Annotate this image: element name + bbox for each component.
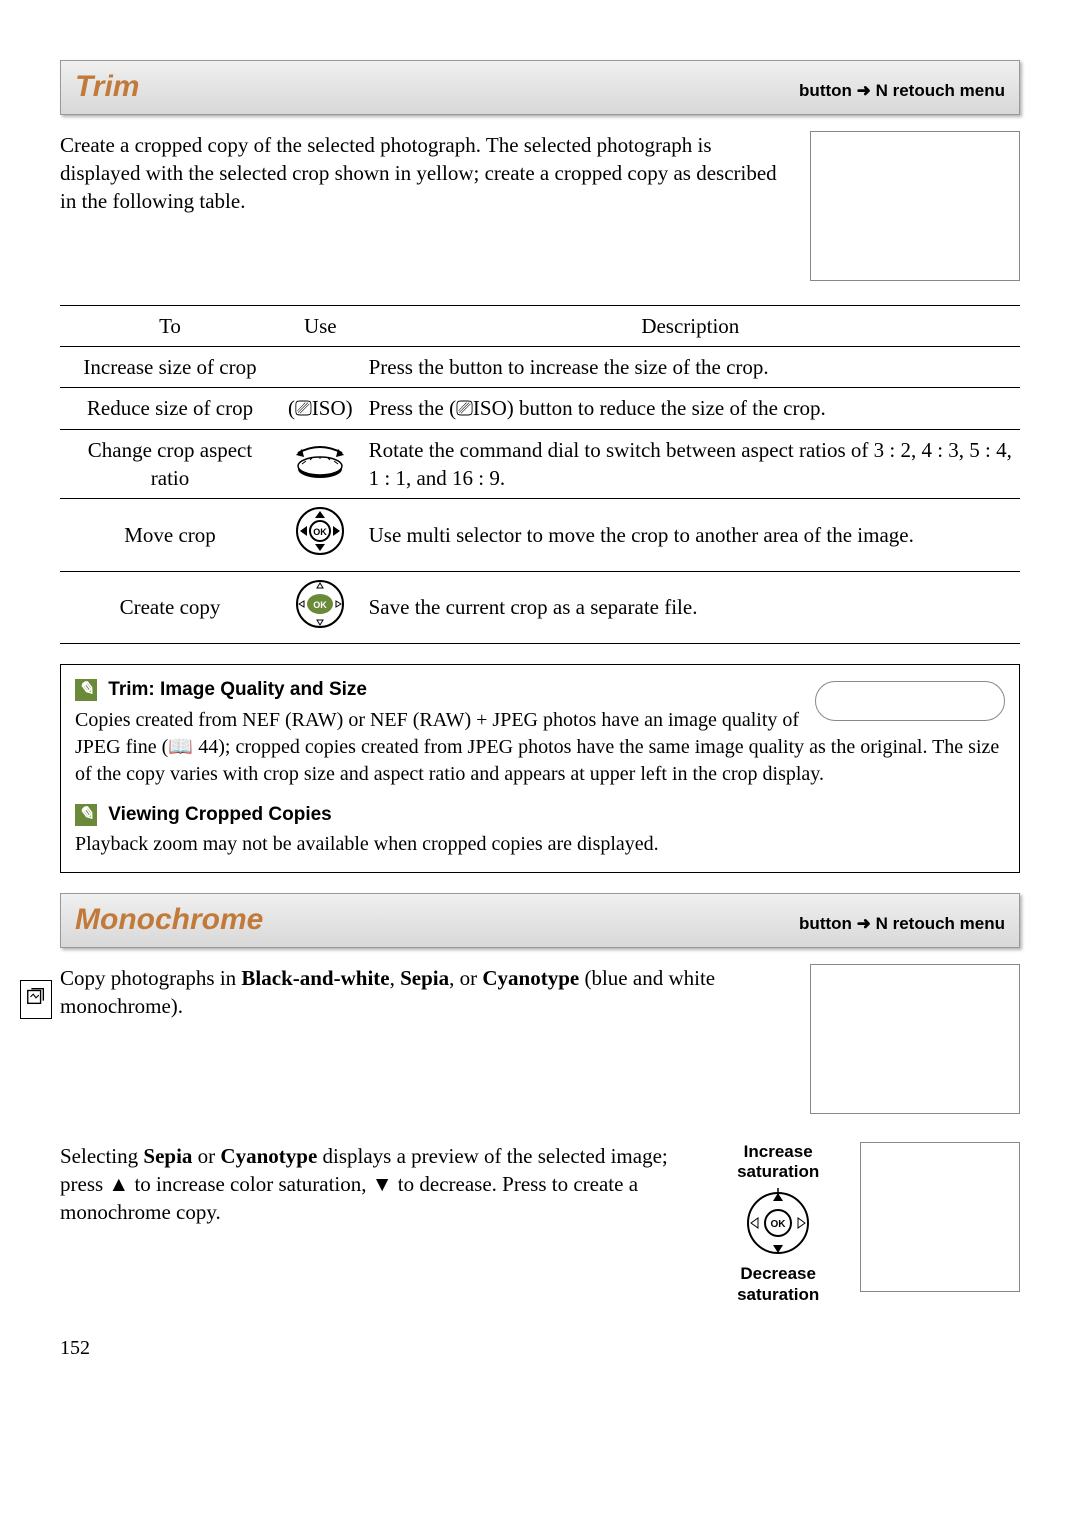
trim-section-header: Trim button ➜ N retouch menu (60, 60, 1020, 115)
note1-heading-text: Trim: Image Quality and Size (108, 679, 367, 700)
row-to: Change crop aspect ratio (60, 429, 280, 499)
trim-controls-table: To Use Description Increase size of crop… (60, 305, 1020, 644)
row-to: Reduce size of crop (60, 388, 280, 429)
col-desc-header: Description (361, 305, 1020, 346)
note2-heading: ✎ Viewing Cropped Copies (75, 802, 1005, 828)
trim-title: Trim (75, 67, 139, 108)
row-desc: Use multi selector to move the crop to a… (361, 499, 1020, 571)
row-use-icon: OK (280, 571, 361, 643)
row-desc: Press the button to increase the size of… (361, 346, 1020, 387)
trim-intro-row: Create a cropped copy of the selected ph… (60, 131, 1020, 281)
mono-title: Monochrome (75, 900, 263, 941)
pencil-icon: ✎ (75, 804, 97, 826)
saturation-block: Increase saturation OK Decrease saturati… (710, 1142, 1020, 1306)
mono-sat-preview-placeholder (860, 1142, 1020, 1292)
retouch-icon (25, 985, 47, 1007)
row-use-icon: OK (280, 499, 361, 571)
decrease-sat-label: Decrease saturation (710, 1264, 846, 1305)
row-desc: Press the (⎚ISO) button to reduce the si… (361, 388, 1020, 429)
col-to-header: To (60, 305, 280, 346)
row-desc: Save the current crop as a separate file… (361, 571, 1020, 643)
mono-section-header: Monochrome button ➜ N retouch menu (60, 893, 1020, 948)
increase-sat-label: Increase saturation (710, 1142, 846, 1183)
table-row: Increase size of crop Press the button to… (60, 346, 1020, 387)
svg-text:OK: OK (771, 1219, 787, 1230)
multi-selector-icon: OK (743, 1188, 813, 1258)
col-use-header: Use (280, 305, 361, 346)
row-use-icon (280, 346, 361, 387)
page-number: 152 (60, 1335, 1020, 1362)
trim-breadcrumb: button ➜ N retouch menu (799, 80, 1005, 103)
mono-preview-placeholder (810, 964, 1020, 1114)
saturation-labels-col: Increase saturation OK Decrease saturati… (710, 1142, 846, 1306)
mono-breadcrumb: button ➜ N retouch menu (799, 913, 1005, 936)
row-use-icon (280, 429, 361, 499)
note-aside-placeholder (815, 681, 1005, 721)
trim-preview-placeholder (810, 131, 1020, 281)
trim-intro-text: Create a cropped copy of the selected ph… (60, 131, 790, 281)
note2-heading-text: Viewing Cropped Copies (108, 804, 331, 825)
table-row: Create copy OK Save the current crop as a … (60, 571, 1020, 643)
svg-text:OK: OK (314, 600, 328, 610)
row-desc: Rotate the command dial to switch betwee… (361, 429, 1020, 499)
svg-text:OK: OK (314, 527, 328, 537)
note2-body: Playback zoom may not be available when … (75, 831, 1005, 858)
mono-intro-row: Copy photographs in Black-and-white, Sep… (60, 964, 1020, 1114)
table-row: Move crop OK Use multi selector to move th… (60, 499, 1020, 571)
mono-intro-text: Copy photographs in Black-and-white, Sep… (60, 964, 790, 1114)
mono-body-row: Selecting Sepia or Cyanotype displays a … (60, 1142, 1020, 1306)
table-row: Change crop aspect ratio Rotate the comma… (60, 429, 1020, 499)
trim-notes-box: ✎ Trim: Image Quality and Size Copies cr… (60, 664, 1020, 873)
row-to: Increase size of crop (60, 346, 280, 387)
retouch-tab-icon (20, 980, 52, 1019)
row-use-icon: (⎚ISO) (280, 388, 361, 429)
table-row: Reduce size of crop(⎚ISO)Press the (⎚ISO… (60, 388, 1020, 429)
row-to: Create copy (60, 571, 280, 643)
row-to: Move crop (60, 499, 280, 571)
mono-body-text: Selecting Sepia or Cyanotype displays a … (60, 1142, 690, 1306)
pencil-icon: ✎ (75, 679, 97, 701)
